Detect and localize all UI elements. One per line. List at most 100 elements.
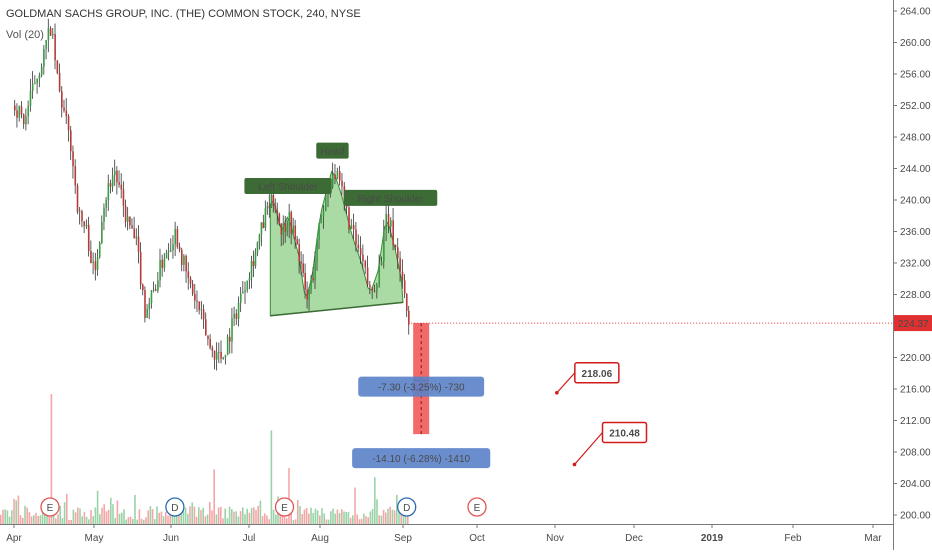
candle-body [67,116,70,131]
volume-bar [292,519,295,524]
volume-bar [222,518,224,524]
candle-body [47,28,50,41]
projection-measure-2-box [352,448,491,469]
volume-bar [319,515,321,524]
callout-pointer [556,372,576,394]
candle-body [152,289,155,291]
volume-bar [220,506,222,524]
price-tick-label: 236.00 [900,227,931,238]
candle-body [142,284,144,291]
earnings-marker-letter: E [474,503,481,514]
candle-body [334,174,336,179]
candle-body [185,255,187,272]
candle-body [90,251,92,264]
candle-body [397,247,399,259]
callout-label: 210.48 [609,428,640,439]
candle-body [318,223,320,240]
volume-bar [385,512,387,524]
time-tick-label: Dec [625,533,643,544]
candle-body [148,303,151,310]
candle-body [362,254,364,261]
volume-bar [312,513,314,524]
volume-bar [281,509,284,524]
volume-bar [275,514,277,524]
candle-body [194,294,196,301]
volume-bar [250,507,253,524]
price-tick-label: 204.00 [900,479,931,490]
volume-bar [264,513,266,524]
candle-body [189,277,192,284]
candle-body [376,285,378,292]
volume-bar [129,516,132,524]
candle-body [52,33,54,36]
earnings-marker[interactable] [40,497,60,517]
dividend-marker[interactable] [397,497,417,517]
candle-body [16,110,18,118]
candle-body [180,249,183,265]
candle-body [54,33,56,61]
dividend-marker[interactable] [165,497,185,517]
candle-body [159,259,161,281]
candle-body [209,339,211,348]
candle-body [284,223,287,232]
volume-bar [121,512,123,524]
dividend-marker-letter: D [403,503,410,514]
volume-bar [198,507,200,524]
candle-body [316,239,318,263]
candle-body [314,262,316,281]
volume-bar [365,516,367,524]
time-tick-label: Sep [394,533,412,544]
volume-bar [202,507,204,524]
volume-bar [103,504,105,524]
candle-body [49,28,52,36]
volume-bar [74,512,77,524]
candle-body [355,229,357,245]
earnings-marker[interactable] [467,497,487,517]
volume-bar [2,509,4,524]
volume-bar [114,518,116,524]
volume-bar [242,507,244,524]
candle-body [122,189,125,206]
candle-body [176,229,179,247]
volume-bar [57,514,59,524]
volume-bar [226,518,229,524]
candle-body [306,289,308,300]
volume-bar [213,469,215,524]
volume-bar [173,513,176,524]
candle-body [366,267,369,285]
candle-body [139,251,142,285]
candle-body [205,319,207,336]
callout-label: 218.06 [582,369,613,380]
volume-bar [237,516,240,524]
head-label: Head [320,147,344,158]
volume-bar [374,477,376,524]
volume-bar [261,516,264,524]
volume-bar [327,519,330,524]
volume-bar [19,515,22,524]
candle-body [224,355,227,358]
callout-anchor [555,390,559,395]
candle-body [308,289,310,300]
volume-bar [107,509,110,524]
candle-body [29,90,32,106]
volume-bar [393,510,396,524]
candle-body [258,234,261,243]
candle-body [85,224,88,227]
candle-body [392,220,394,246]
candle-body [394,245,397,248]
candle-body [124,205,127,222]
candle-body [268,206,271,208]
candle-body [252,261,255,267]
candle-body [235,313,238,319]
volume-bar [92,516,94,524]
earnings-marker[interactable] [274,497,295,517]
volume-bar [215,514,218,524]
candle-body [215,352,218,360]
volume-bar [165,511,167,524]
volume-bar [382,509,385,524]
volume-bar [303,509,306,524]
candle-body [101,221,103,243]
candle-body [118,182,120,185]
